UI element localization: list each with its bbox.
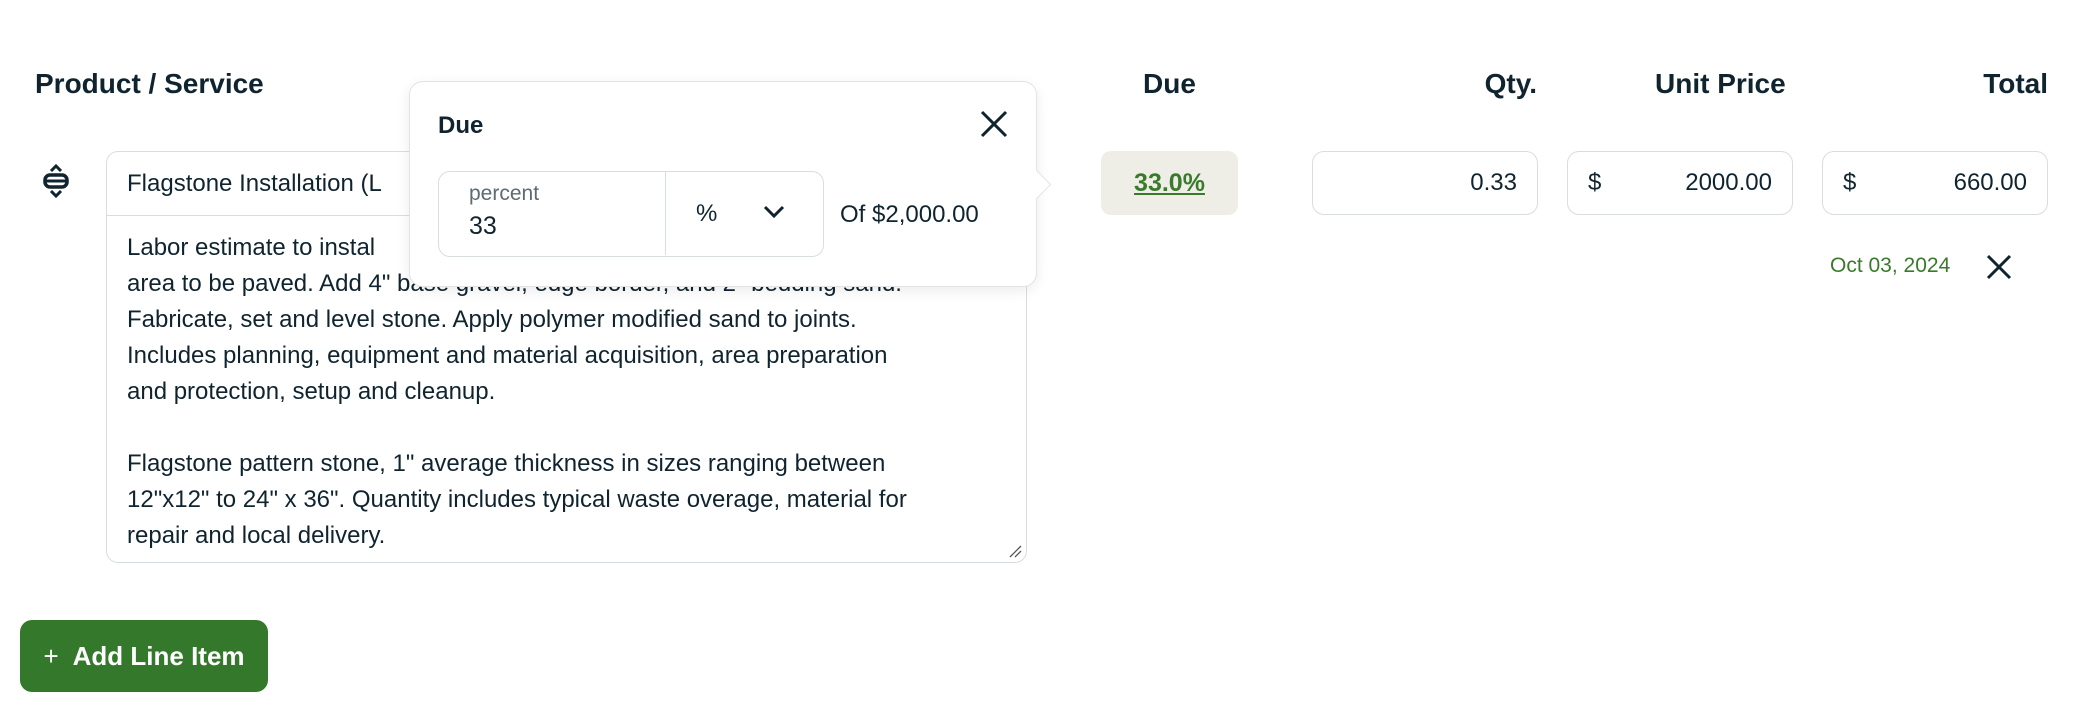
currency-symbol: $ <box>1588 169 1602 196</box>
unit-select-value: % <box>696 200 718 227</box>
add-line-item-label: Add Line Item <box>72 640 245 671</box>
currency-symbol: $ <box>1843 169 1857 196</box>
description-line: and protection, setup and cleanup. <box>127 378 496 405</box>
description-line: Includes planning, equipment and materia… <box>127 342 888 369</box>
percent-input-label: percent <box>469 182 540 205</box>
total-input[interactable]: $ 660.00 <box>1822 151 2048 215</box>
description-line: Flagstone pattern stone, 1" average thic… <box>127 450 886 477</box>
column-header-due: Due <box>1143 68 1196 99</box>
unit-select[interactable]: % <box>666 172 822 255</box>
popover-title: Due <box>438 112 484 139</box>
plus-icon: + <box>43 640 59 671</box>
due-date: Oct 03, 2024 <box>1830 254 1951 277</box>
close-popover-close-icon[interactable] <box>980 110 1008 138</box>
qty-input[interactable]: 0.33 <box>1312 151 1538 215</box>
total-value: 660.00 <box>1953 169 2027 196</box>
drag-handle-icon[interactable] <box>40 163 72 199</box>
resize-handle-icon[interactable] <box>1008 544 1022 558</box>
chevron-down-icon <box>763 205 785 219</box>
percent-input-value: 33 <box>469 212 497 240</box>
of-amount-text: Of $2,000.00 <box>840 201 979 228</box>
unit-price-input[interactable]: $ 2000.00 <box>1567 151 1793 215</box>
column-header-unit-price: Unit Price <box>1655 68 1786 99</box>
description-line: Labor estimate to instal <box>127 234 376 261</box>
unit-price-value: 2000.00 <box>1685 169 1772 196</box>
description-line: repair and local delivery. <box>127 522 386 549</box>
column-header-product: Product / Service <box>35 68 264 99</box>
percent-input[interactable]: percent 33 <box>439 172 666 255</box>
column-header-qty: Qty. <box>1484 68 1537 99</box>
remove-line-item-close-icon[interactable] <box>1985 253 2013 281</box>
description-line: Fabricate, set and level stone. Apply po… <box>127 306 857 333</box>
column-header-total: Total <box>1983 68 2048 99</box>
description-line <box>127 410 1006 446</box>
due-amount-group: percent 33 % <box>438 171 824 257</box>
qty-value: 0.33 <box>1470 169 1517 196</box>
add-line-item-button[interactable]: + Add Line Item <box>20 620 268 692</box>
description-line: 12"x12" to 24" x 36". Quantity includes … <box>127 486 907 513</box>
due-percent-link[interactable]: 33.0% <box>1101 151 1238 215</box>
due-popover: Due percent 33 % Of $2,000.00 <box>409 81 1052 287</box>
popover-arrow <box>1021 169 1052 200</box>
